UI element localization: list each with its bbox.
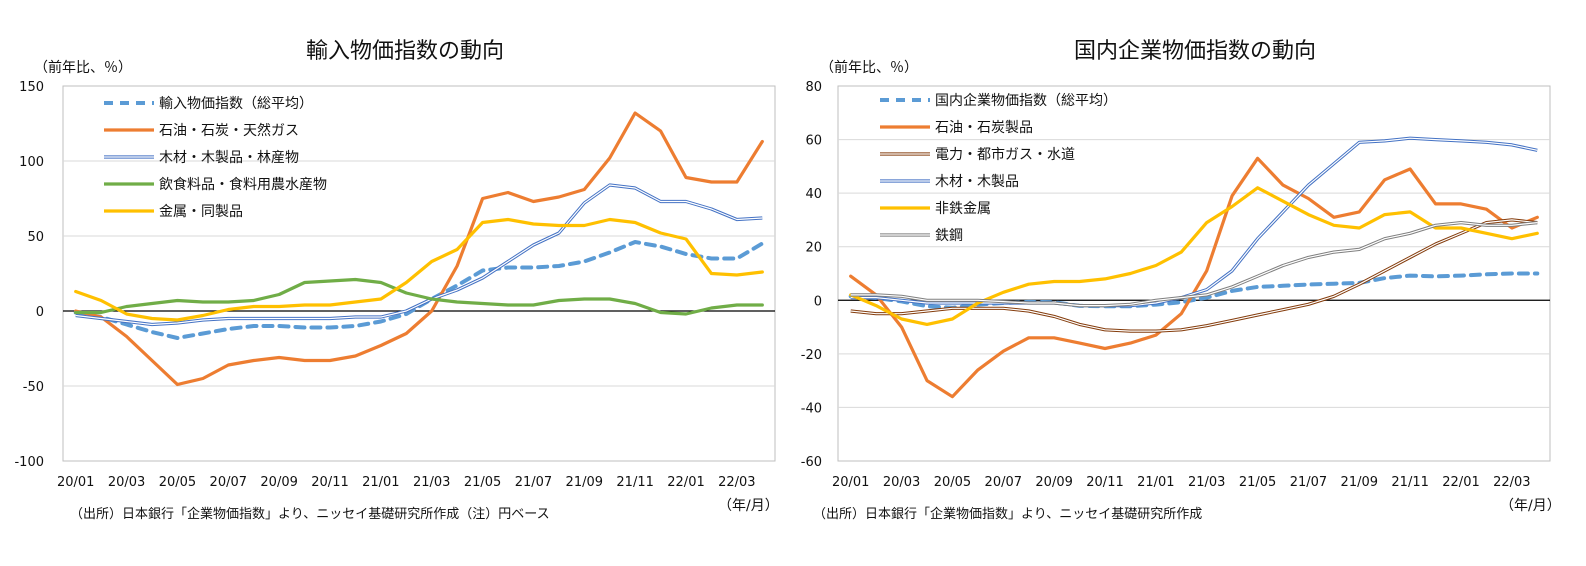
chart-title: 国内企業物価指数の動向 [1074, 39, 1316, 64]
series-lines [73, 111, 765, 387]
legend-label: 金属・同製品 [159, 204, 243, 220]
x-tick-label: 20/05 [934, 475, 971, 490]
y-tick-label: 50 [27, 230, 44, 245]
x-tick-label: 22/01 [1442, 475, 1479, 490]
x-tick-label: 20/03 [883, 475, 920, 490]
series-line-0 [848, 271, 1540, 310]
series-line-inner-2 [75, 184, 763, 326]
x-tick-label: 20/01 [832, 475, 869, 490]
x-axis-ticks: 20/01 20/03 20/05 20/07 20/09 20/11 21/01 21/03… [57, 475, 756, 490]
series-line-outline-3 [850, 136, 1538, 308]
series-line-3 [74, 277, 764, 316]
x-tick-label: 21/01 [362, 475, 399, 490]
y-tick-label: -60 [801, 455, 822, 470]
x-tick-label: 22/03 [1493, 475, 1530, 490]
x-axis-ticks: 20/01 20/03 20/05 20/07 20/09 20/11 21/01 21/03… [832, 475, 1531, 490]
y-tick-label: 0 [36, 305, 44, 320]
x-tick-label: 21/07 [515, 475, 552, 490]
x-axis-unit-label: （年/月） [1500, 498, 1561, 514]
legend-label: 鉄鋼 [935, 228, 963, 244]
y-axis-unit-label: （前年比、％） [820, 59, 918, 76]
y-tick-label: 100 [19, 155, 44, 170]
y-tick-label: 40 [805, 187, 822, 202]
gridlines [63, 160, 775, 387]
series-line-1 [849, 156, 1539, 399]
y-tick-label: -20 [801, 348, 822, 363]
chart-title: 輸入物価指数の動向 [306, 39, 504, 64]
x-tick-label: 21/05 [1239, 475, 1276, 490]
x-tick-label: 22/03 [718, 475, 755, 490]
series-line-inner-2 [850, 219, 1538, 332]
plot-area-border [837, 85, 1551, 462]
series-line-4 [849, 186, 1539, 326]
series-line-1 [74, 111, 764, 387]
x-tick-label: 21/09 [1341, 475, 1378, 490]
y-axis-ticks: 80 60 40 20 0 -20 -40 -60 [801, 80, 822, 470]
import-price-chart: 輸入物価指数の動向 （前年比、％） 150 100 50 0 -50 -100 20/01… [14, 39, 778, 522]
x-tick-label: 20/07 [985, 475, 1022, 490]
series-line-4 [74, 217, 764, 322]
legend-label: 国内企業物価指数（総平均） [935, 92, 1117, 109]
series-lines [848, 136, 1540, 399]
x-axis-unit-label: （年/月） [718, 498, 779, 514]
x-tick-label: 21/05 [464, 475, 501, 490]
domestic-corporate-price-chart: 国内企業物価指数の動向 （前年比、％） 80 60 40 20 0 -20 -40 -60 2… [801, 39, 1561, 522]
x-tick-label: 21/11 [616, 475, 653, 490]
x-tick-label: 22/01 [667, 475, 704, 490]
y-tick-label: 0 [814, 294, 822, 309]
legend-label: 木材・木製品・林産物 [159, 150, 299, 166]
x-tick-label: 21/09 [566, 475, 603, 490]
y-tick-label: 60 [805, 134, 822, 149]
legend-label: 木材・木製品 [935, 174, 1019, 190]
x-tick-label: 21/11 [1391, 475, 1428, 490]
y-tick-label: 20 [805, 241, 822, 256]
x-tick-label: 20/11 [1086, 475, 1123, 490]
series-line-inner-3 [850, 137, 1538, 307]
y-tick-label: 80 [805, 80, 822, 95]
x-tick-label: 20/09 [260, 475, 297, 490]
legend-label: 石油・石炭・天然ガス [159, 122, 299, 139]
legend-label: 輸入物価指数（総平均） [159, 96, 313, 112]
plot-area-border [62, 85, 776, 462]
y-axis-unit-label: （前年比、％） [34, 59, 132, 76]
legend: 輸入物価指数（総平均） 石油・石炭・天然ガス木材・木製品・林産物飲食料品・食料用農… [104, 96, 327, 220]
y-tick-label: -100 [14, 455, 44, 470]
x-tick-label: 20/01 [57, 475, 94, 490]
x-tick-label: 20/09 [1035, 475, 1072, 490]
x-tick-label: 20/05 [159, 475, 196, 490]
y-tick-label: -40 [801, 401, 822, 416]
x-tick-label: 20/11 [311, 475, 348, 490]
y-tick-label: 150 [19, 80, 44, 95]
series-line-inner-5 [850, 222, 1538, 307]
x-tick-label: 20/03 [108, 475, 145, 490]
legend-label: 飲食料品・食料用農水産物 [159, 176, 327, 193]
y-axis-ticks: 150 100 50 0 -50 -100 [14, 80, 44, 470]
gridlines [838, 139, 1550, 408]
legend-label: 非鉄金属 [935, 201, 991, 217]
source-note: （出所）日本銀行「企業物価指数」より、ニッセイ基礎研究所作成 [813, 506, 1202, 522]
x-tick-label: 20/07 [210, 475, 247, 490]
source-note: （出所）日本銀行「企業物価指数」より、ニッセイ基礎研究所作成（注）円ベース [70, 506, 550, 522]
legend: 国内企業物価指数（総平均） 石油・石炭製品電力・都市ガス・水道木材・木製品非鉄金属… [880, 92, 1117, 244]
legend-label: 石油・石炭製品 [935, 120, 1033, 136]
legend-label: 電力・都市ガス・水道 [935, 146, 1075, 163]
x-tick-label: 21/07 [1290, 475, 1327, 490]
x-tick-label: 21/03 [1188, 475, 1225, 490]
x-tick-label: 21/03 [413, 475, 450, 490]
y-tick-label: -50 [23, 380, 44, 395]
x-tick-label: 21/01 [1137, 475, 1174, 490]
